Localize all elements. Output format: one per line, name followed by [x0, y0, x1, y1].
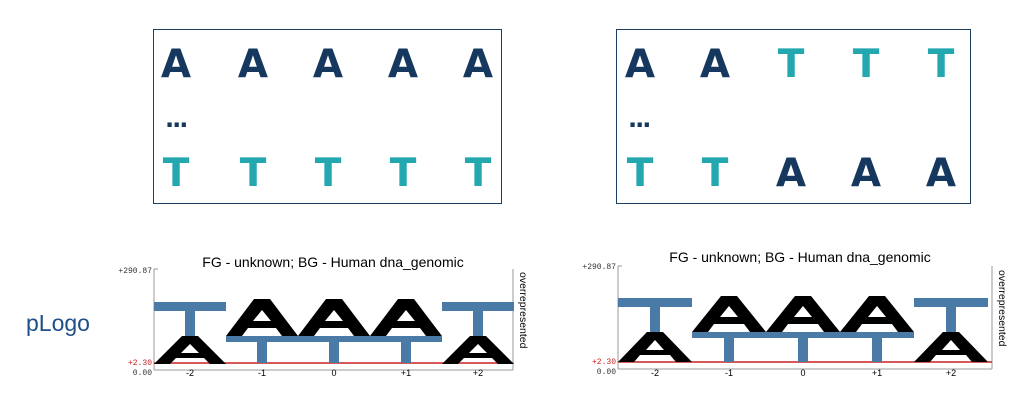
logo-letter-T — [154, 302, 226, 336]
y-max-label: +290.87 — [582, 263, 616, 272]
seq-letter: A — [237, 42, 269, 87]
logo-column — [618, 298, 692, 362]
logo-stack — [618, 296, 988, 362]
sequence-panel-left: A A A A A ... T T T T T — [153, 29, 502, 204]
seq-letter: A — [312, 42, 344, 87]
logo-letter-A — [692, 296, 766, 332]
logo-letter-A — [298, 299, 370, 336]
logo-letter-T — [618, 298, 692, 332]
seq-letter: A — [160, 42, 192, 87]
sequence-row-top: A A A A A — [154, 40, 501, 90]
position-label: +1 — [401, 368, 411, 378]
logo-column — [766, 296, 840, 362]
x-tick-labels: -2 -1 0 +1 +2 — [186, 368, 483, 378]
logo-column — [298, 299, 370, 363]
y-max-label: +290.87 — [118, 267, 152, 276]
logo-letter-A — [154, 336, 226, 364]
position-label: 0 — [331, 368, 336, 378]
ellipsis: ... — [628, 105, 651, 133]
logo-letter-T — [840, 332, 914, 362]
logo-letter-A — [766, 296, 840, 332]
seq-letter: T — [852, 42, 880, 87]
logo-letter-T — [692, 332, 766, 362]
logo-stack — [154, 299, 514, 364]
logo-column — [154, 302, 226, 364]
sequence-panel-right: A A T T T ... T T A A A — [616, 29, 971, 204]
logo-column — [226, 299, 298, 363]
logo-column — [370, 299, 442, 363]
logo-column — [442, 302, 514, 364]
seq-letter: T — [389, 151, 417, 196]
threshold-label: +2.30 — [128, 359, 152, 368]
position-label: -1 — [725, 368, 733, 378]
position-label: 0 — [800, 368, 805, 378]
logo-column — [840, 296, 914, 362]
logo-column — [914, 298, 988, 362]
logo-letter-T — [370, 336, 442, 363]
position-label: +2 — [473, 368, 483, 378]
seq-letter: T — [927, 42, 955, 87]
sequence-row-bottom: T T A A A — [617, 149, 970, 199]
logo-letter-A — [914, 332, 988, 362]
sequence-row-bottom: T T T T T — [154, 149, 501, 199]
seq-letter: A — [624, 42, 656, 87]
logo-letter-A — [442, 336, 514, 364]
seq-letter: A — [775, 151, 807, 196]
plogo-chart-left: FG - unknown; BG - Human dna_genomic +29… — [118, 254, 529, 378]
logo-column — [692, 296, 766, 362]
seq-letter: T — [314, 151, 342, 196]
seq-letter: A — [462, 42, 494, 87]
seq-letter: T — [239, 151, 267, 196]
logo-letter-T — [766, 332, 840, 362]
ellipsis: ... — [165, 105, 188, 133]
logo-letter-A — [370, 299, 442, 336]
zero-label: 0.00 — [133, 369, 152, 378]
seq-letter: A — [387, 42, 419, 87]
seq-letter: A — [699, 42, 731, 87]
threshold-label: +2.30 — [592, 358, 616, 367]
seq-letter: T — [464, 151, 492, 196]
seq-letter: T — [162, 151, 190, 196]
position-label: +1 — [872, 368, 882, 378]
logo-letter-T — [914, 298, 988, 332]
sequence-row-top: A A T T T — [617, 40, 970, 90]
logo-letter-A — [226, 299, 298, 336]
seq-letter: T — [626, 151, 654, 196]
position-label: -2 — [651, 368, 659, 378]
logo-title: FG - unknown; BG - Human dna_genomic — [202, 254, 463, 270]
logo-letter-T — [226, 336, 298, 363]
logo-letter-A — [618, 332, 692, 362]
seq-letter: A — [850, 151, 882, 196]
logo-title: FG - unknown; BG - Human dna_genomic — [669, 250, 930, 265]
overrepresented-label: overrepresented — [517, 272, 529, 349]
zero-label: 0.00 — [597, 368, 616, 377]
x-tick-labels: -2 -1 0 +1 +2 — [651, 368, 956, 378]
logo-letter-T — [442, 302, 514, 336]
logo-letter-T — [298, 336, 370, 363]
position-label: +2 — [946, 368, 956, 378]
plogo-chart-right: FG - unknown; BG - Human dna_genomic +29… — [582, 250, 1008, 378]
position-label: -2 — [186, 368, 194, 378]
seq-letter: A — [925, 151, 957, 196]
logo-letter-A — [840, 296, 914, 332]
position-label: -1 — [258, 368, 266, 378]
overrepresented-label: overrepresented — [996, 270, 1008, 347]
plogo-label: pLogo — [26, 310, 90, 336]
seq-letter: T — [777, 42, 805, 87]
seq-letter: T — [701, 151, 729, 196]
